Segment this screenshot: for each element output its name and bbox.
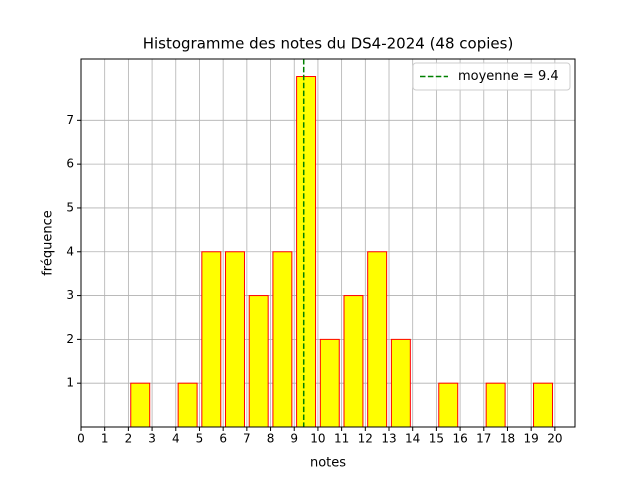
bar xyxy=(177,382,198,428)
x-tick-label: 4 xyxy=(172,432,180,446)
x-axis-label: notes xyxy=(310,456,346,471)
x-tick-label: 12 xyxy=(358,432,373,446)
bar xyxy=(343,295,364,428)
chart-title: Histogramme des notes du DS4-2024 (48 co… xyxy=(143,35,514,53)
plot-frame xyxy=(80,58,576,428)
bar xyxy=(296,76,317,428)
x-tick-label: 0 xyxy=(77,432,85,446)
y-tick-label: 7 xyxy=(66,113,74,127)
bar xyxy=(248,295,269,428)
legend-box xyxy=(412,62,571,91)
bar xyxy=(272,251,293,428)
x-tick-label: 20 xyxy=(547,432,562,446)
y-tick-label: 2 xyxy=(66,332,74,346)
bar xyxy=(390,338,411,428)
x-tick-label: 13 xyxy=(381,432,396,446)
y-tick-label: 3 xyxy=(66,288,74,302)
x-tick-label: 16 xyxy=(452,432,467,446)
bar xyxy=(225,251,245,428)
y-tick-label: 4 xyxy=(66,244,74,258)
x-tick-label: 9 xyxy=(290,432,298,446)
bar xyxy=(533,382,553,428)
y-axis-label: fréquence xyxy=(41,210,56,276)
x-tick-label: 8 xyxy=(267,432,275,446)
x-tick-label: 15 xyxy=(429,432,444,446)
y-tick-label: 5 xyxy=(66,200,74,214)
y-tick-label: 6 xyxy=(66,157,74,171)
x-tick-label: 2 xyxy=(125,432,133,446)
x-tick-label: 3 xyxy=(148,432,156,446)
bar xyxy=(319,338,340,428)
x-tick-label: 11 xyxy=(334,432,349,446)
x-tick-label: 5 xyxy=(196,432,204,446)
x-tick-label: 14 xyxy=(405,432,420,446)
x-tick-label: 10 xyxy=(310,432,325,446)
x-tick-label: 1 xyxy=(101,432,109,446)
x-tick-label: 17 xyxy=(476,432,491,446)
x-tick-label: 19 xyxy=(524,432,539,446)
x-tick-label: 7 xyxy=(243,432,251,446)
bar xyxy=(485,382,506,428)
legend-label: moyenne = 9.4 xyxy=(458,69,559,84)
x-tick-label: 6 xyxy=(219,432,227,446)
bar xyxy=(201,251,222,428)
y-tick-label: 1 xyxy=(66,376,74,390)
bar xyxy=(438,382,459,428)
x-tick-label: 18 xyxy=(500,432,515,446)
bar xyxy=(130,382,151,428)
bar xyxy=(367,251,388,428)
